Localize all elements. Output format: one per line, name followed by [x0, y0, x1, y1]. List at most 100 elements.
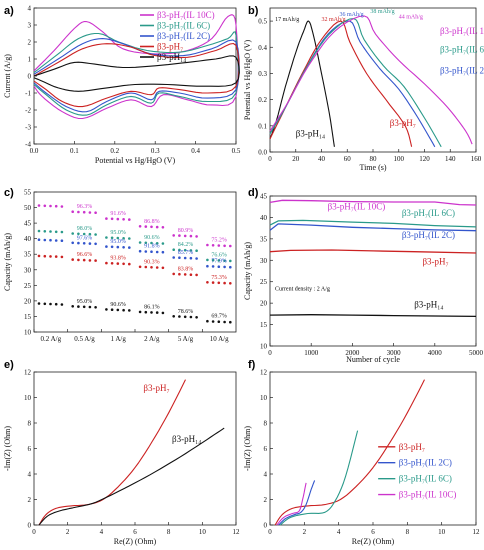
- rate-point: [195, 316, 198, 319]
- x-tick-label: 1000: [304, 349, 319, 357]
- gcd-curve-1: [269, 20, 413, 147]
- y-tick-label: 12: [24, 369, 32, 377]
- y-tick-label: 2: [28, 496, 32, 504]
- rate-point: [71, 258, 74, 261]
- rate-point: [144, 250, 148, 253]
- y-tick-label: 20: [24, 297, 32, 305]
- rate-point: [144, 310, 148, 314]
- rate-point: [211, 244, 215, 247]
- rate-point: [178, 256, 181, 260]
- curve-label: β3-pH₇(IL 2C): [440, 65, 484, 75]
- y-tick-label: 10: [24, 329, 32, 337]
- rate-point: [43, 302, 47, 306]
- y-tick-label: 25: [260, 278, 268, 286]
- rate-point: [82, 242, 86, 245]
- rate-point: [60, 230, 64, 234]
- x-tick-label: 5000: [469, 349, 484, 357]
- rate-point: [105, 261, 108, 265]
- panel-label-e: e): [4, 359, 14, 371]
- y-tick-label: 12: [260, 369, 268, 377]
- retention-label: 95.0%: [77, 299, 93, 305]
- x-tick-label: 8: [167, 528, 171, 536]
- rate-point: [71, 210, 74, 213]
- rate-point: [128, 309, 131, 312]
- x-tick-label: 4000: [428, 349, 443, 357]
- y-tick-label: 55: [24, 189, 32, 197]
- x-category-label: 0.2 A/g: [41, 335, 62, 343]
- rate-point: [138, 249, 142, 253]
- retention-label: 83.8%: [178, 266, 194, 272]
- curve-label: β3-pH₇(IL 6C): [440, 45, 484, 55]
- x-category-label: 1 A/g: [110, 335, 126, 343]
- rate-point: [178, 234, 181, 237]
- rate-point: [189, 273, 193, 277]
- rate-point: [128, 237, 131, 240]
- rate-point: [60, 239, 64, 242]
- x-tick-label: 120: [419, 155, 430, 163]
- gcd-curve-2: [269, 20, 436, 148]
- plot-frame: [269, 195, 477, 347]
- x-tick-label: 20: [292, 155, 300, 163]
- rate-point: [110, 308, 114, 312]
- rate-point: [217, 244, 221, 247]
- rate-point: [223, 265, 226, 269]
- y-tick-label: 1: [28, 56, 32, 64]
- cycle-curve-1: [269, 219, 477, 228]
- y-axis-label: Capacity (mAh/g): [243, 242, 252, 300]
- x-tick-label: 2: [303, 528, 307, 536]
- rate-point: [116, 245, 120, 249]
- rate-point: [49, 230, 52, 233]
- rate-point: [60, 303, 64, 306]
- rate-point: [37, 238, 41, 241]
- rate-point: [229, 320, 232, 324]
- y-tick-label: 10: [260, 394, 268, 402]
- rate-point: [217, 281, 221, 285]
- rate-point: [122, 308, 125, 312]
- x-tick-label: 100: [394, 155, 405, 163]
- rate-point: [110, 245, 114, 249]
- rate-point: [206, 243, 209, 247]
- rate-point: [172, 248, 175, 251]
- y-tick-label: 0.3: [258, 70, 267, 78]
- y-axis-label: -Im(Z) (Ohm): [243, 426, 252, 471]
- rate-point: [71, 305, 74, 308]
- rate-point: [206, 281, 209, 284]
- y-tick-label: 10: [24, 394, 32, 402]
- rate-point: [155, 242, 159, 245]
- rate-point: [82, 305, 86, 309]
- rate-point: [49, 255, 52, 258]
- rate-point: [223, 281, 226, 285]
- nyquist-curve-0: [274, 379, 425, 526]
- rate-point: [189, 234, 193, 238]
- rate-point: [229, 244, 232, 248]
- legend-entry: β3-pH₇(IL 6C): [157, 21, 210, 31]
- gcd-curve-4: [269, 15, 473, 145]
- curve-label: β3-pH₁₄: [172, 434, 201, 444]
- rate-point: [43, 254, 47, 258]
- x-category-label: 5 A/g: [178, 335, 194, 343]
- x-tick-label: 2000: [345, 349, 360, 357]
- current-density-note: Current density : 2 A/g: [275, 286, 330, 292]
- rate-point: [37, 302, 41, 305]
- rate-point: [229, 259, 232, 263]
- y-tick-label: 45: [260, 193, 268, 201]
- y-tick-label: -1: [25, 90, 31, 98]
- panel-b-gcd-plot: Potential vs Hg/HgO (V) Time (s) 0 20 40 60 80…: [243, 7, 484, 172]
- rate-point: [150, 250, 153, 253]
- cv-curve-4: [33, 55, 240, 92]
- retention-label: 91.8%: [144, 244, 160, 250]
- rate-point: [206, 258, 209, 262]
- retention-label: 95.0%: [110, 230, 126, 236]
- x-tick-label: 140: [445, 155, 456, 163]
- y-tick-label: 50: [24, 204, 32, 212]
- rate-point: [105, 245, 108, 248]
- rate-point: [178, 272, 181, 276]
- panel-e-nyquist-plot: -Im(Z) (Ohm) Re(Z) (Ohm) 0 2 4 6 8 10 12 0 2 4 6 8 10 1…: [3, 369, 240, 547]
- rate-point: [94, 233, 97, 236]
- rate-point: [150, 311, 153, 314]
- curve-label: β3-pH₇(IL 10C): [440, 26, 484, 36]
- capacity-annotation: 36 mAh/g: [340, 12, 364, 18]
- x-tick-label: 8: [406, 528, 410, 536]
- curve-label: β3-pH₁₄: [296, 128, 325, 138]
